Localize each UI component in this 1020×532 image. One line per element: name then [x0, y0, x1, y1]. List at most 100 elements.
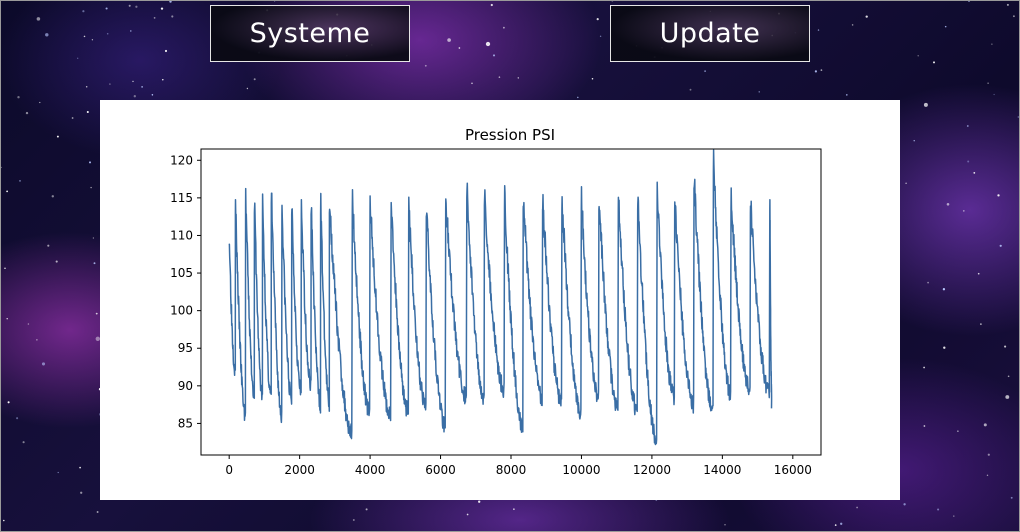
star	[92, 237, 95, 239]
star	[25, 111, 29, 115]
star	[96, 511, 99, 513]
star	[503, 26, 505, 29]
star	[758, 91, 760, 93]
star	[47, 244, 50, 247]
star	[485, 41, 491, 47]
star	[22, 441, 25, 444]
star	[591, 78, 594, 80]
star	[169, 0, 172, 3]
star	[517, 77, 520, 79]
star	[6, 190, 8, 193]
star	[27, 323, 30, 325]
star	[85, 86, 88, 88]
star	[983, 423, 987, 427]
star	[905, 182, 907, 185]
star	[109, 83, 111, 85]
star	[840, 522, 843, 525]
y-tick-label: 105	[170, 266, 193, 280]
star	[596, 18, 599, 21]
star	[447, 38, 451, 42]
y-tick-label: 110	[170, 228, 193, 242]
chart-panel: Pression PSI 0 2000 4000 6000 8000 10000 12000…	[100, 100, 900, 500]
pressure-series-line	[228, 149, 773, 446]
star	[41, 362, 46, 366]
y-tick-label: 115	[170, 191, 193, 205]
y-tick-label: 100	[170, 304, 193, 318]
star	[834, 524, 837, 526]
star	[80, 491, 83, 494]
star	[490, 3, 493, 7]
star	[19, 179, 21, 182]
star	[492, 54, 496, 57]
star	[946, 203, 950, 206]
star	[95, 336, 100, 341]
star	[599, 35, 602, 38]
x-tick-label: 0	[225, 463, 233, 477]
star	[471, 82, 473, 85]
star	[79, 466, 81, 469]
star	[55, 260, 58, 263]
star	[943, 346, 946, 349]
star	[927, 281, 929, 284]
star	[611, 0, 614, 2]
pressure-line-chart: Pression PSI 0 2000 4000 6000 8000 10000 12000…	[170, 126, 822, 477]
star	[36, 17, 41, 21]
star	[83, 35, 86, 38]
x-tick-label: 14000	[703, 463, 741, 477]
star	[820, 69, 823, 71]
star	[164, 49, 168, 53]
star	[957, 430, 959, 432]
star	[6, 317, 8, 320]
star	[968, 0, 970, 2]
x-tick-label: 10000	[562, 463, 600, 477]
x-tick-label: 16000	[774, 463, 812, 477]
star	[913, 140, 915, 142]
star	[1006, 3, 1009, 6]
star	[953, 515, 955, 517]
star	[999, 244, 1002, 247]
x-tick-label: 2000	[284, 463, 315, 477]
star	[36, 339, 38, 341]
star	[967, 160, 970, 163]
x-tick-label: 8000	[496, 463, 527, 477]
star	[39, 101, 41, 104]
star	[16, 417, 19, 420]
star	[478, 500, 481, 503]
star	[7, 401, 10, 404]
star	[986, 474, 989, 477]
star	[962, 210, 965, 212]
star	[45, 33, 49, 37]
star	[1007, 375, 1010, 378]
star	[458, 47, 461, 49]
y-tick-label: 95	[178, 341, 193, 355]
star	[997, 194, 1000, 197]
star	[724, 524, 726, 526]
star	[4, 267, 6, 270]
star	[1012, 15, 1015, 18]
star	[171, 15, 174, 18]
star	[903, 503, 906, 506]
star	[923, 366, 925, 369]
systeme-button[interactable]: Systeme	[210, 5, 410, 62]
star	[151, 94, 154, 96]
star	[513, 508, 515, 510]
star	[91, 39, 94, 41]
star	[689, 88, 692, 91]
star	[0, 166, 2, 169]
star	[90, 186, 92, 189]
update-button-label: Update	[659, 18, 761, 49]
star	[57, 471, 59, 474]
star	[933, 61, 935, 64]
star	[86, 110, 89, 114]
star	[128, 4, 131, 7]
star	[71, 117, 74, 119]
star	[89, 161, 91, 164]
star	[141, 86, 143, 88]
star	[106, 32, 109, 35]
y-tick-label: 90	[178, 379, 193, 393]
star	[1010, 496, 1013, 499]
update-button[interactable]: Update	[610, 5, 810, 62]
star	[991, 43, 993, 45]
x-tick-label: 4000	[355, 463, 386, 477]
star	[817, 29, 820, 31]
